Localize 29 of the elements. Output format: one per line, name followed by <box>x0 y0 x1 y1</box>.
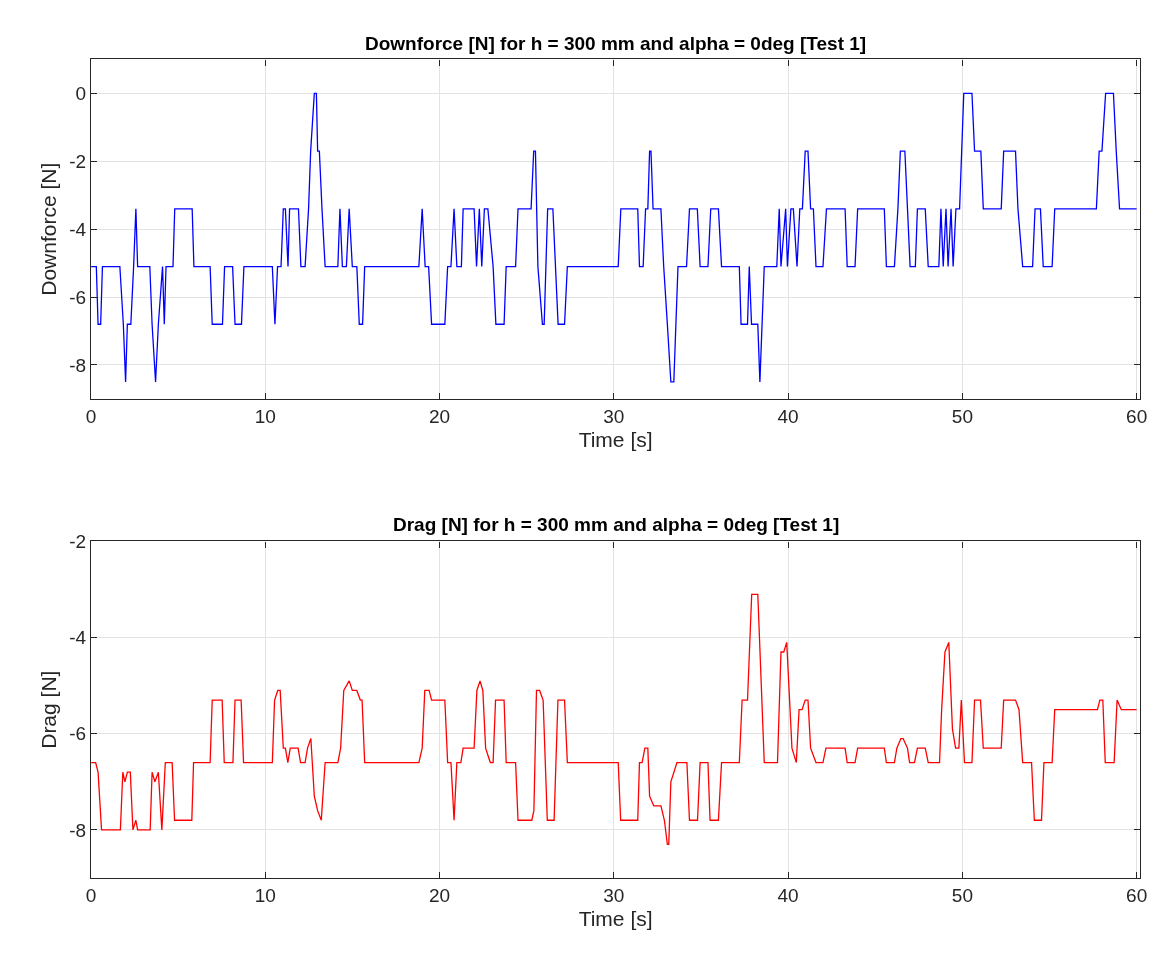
x-tick-label: 60 <box>1126 884 1148 906</box>
x-tick-label: 30 <box>603 405 625 427</box>
chart-title: Downforce [N] for h = 300 mm and alpha = 0deg [Test 1] <box>365 33 867 54</box>
y-tick-label: -4 <box>69 627 87 649</box>
x-axis-title: Time [s] <box>578 428 653 452</box>
x-tick-label: 60 <box>1126 405 1148 427</box>
line-series <box>91 593 1138 845</box>
y-tick-label: -2 <box>69 150 87 172</box>
y-tick-label: -8 <box>69 354 87 376</box>
y-tick-label: -6 <box>69 723 87 745</box>
x-axis-title: Time [s] <box>578 907 653 931</box>
x-tick-label: 20 <box>429 405 451 427</box>
x-tick-label: 20 <box>429 884 451 906</box>
y-tick-label: -6 <box>69 286 87 308</box>
x-tick-label: 40 <box>777 405 799 427</box>
x-tick-label: 50 <box>951 405 973 427</box>
y-axis-title: Downforce [N] <box>37 162 61 296</box>
x-tick-label: 10 <box>254 884 276 906</box>
x-tick-label: 10 <box>254 405 276 427</box>
x-tick-label: 30 <box>603 884 625 906</box>
line-series <box>91 92 1138 383</box>
x-tick-label: 50 <box>951 884 973 906</box>
chart-title: Drag [N] for h = 300 mm and alpha = 0deg [Test 1] <box>393 514 840 535</box>
y-tick-label: 0 <box>75 83 87 105</box>
x-tick-label: 40 <box>777 884 799 906</box>
y-tick-label: -2 <box>69 531 87 553</box>
y-tick-label: -8 <box>69 819 87 841</box>
y-axis-title: Drag [N] <box>37 670 61 749</box>
y-tick-label: -4 <box>69 218 87 240</box>
